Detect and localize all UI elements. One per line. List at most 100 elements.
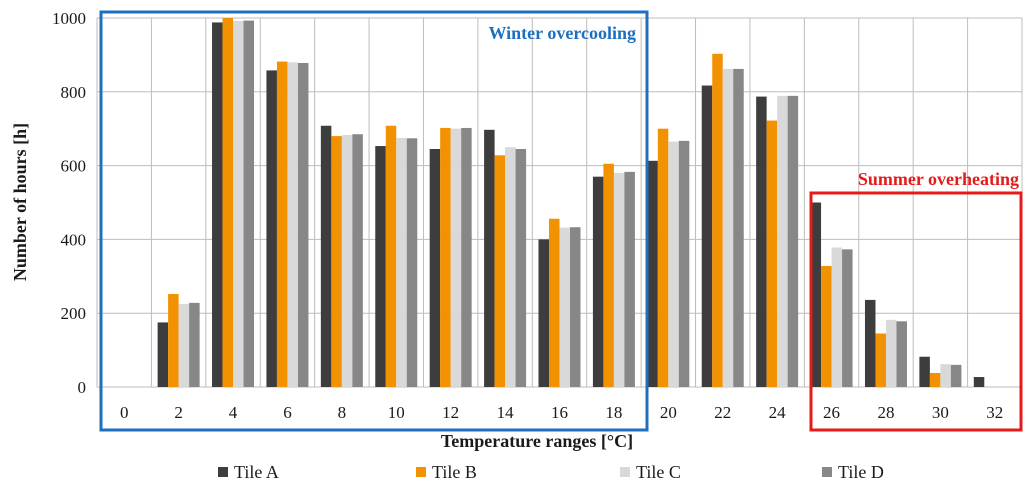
bar [756,96,767,388]
x-tick-label: 14 [497,403,515,422]
bar [842,249,853,387]
annotations: Winter overcooling Summer overheating [99,10,1023,432]
bar [178,303,190,387]
bar [712,53,723,387]
bar [875,333,886,387]
x-tick-label: 0 [120,403,129,422]
bar [821,265,832,387]
bar [831,247,843,387]
bar [222,18,234,387]
bars [157,18,985,388]
x-tick-label: 12 [442,403,459,422]
x-tick-label: 16 [551,403,568,422]
bar [864,299,876,387]
bar [570,227,581,387]
legend-label: Tile A [234,462,279,482]
annotation-box [809,191,1023,432]
bar [603,163,614,387]
bar [896,321,907,387]
bar [266,70,277,387]
x-tick-label: 28 [877,403,894,422]
bar [538,239,549,387]
y-tick-label: 800 [61,83,87,102]
x-tick-label: 24 [769,403,787,422]
bar [940,364,951,387]
x-tick-label: 6 [283,403,292,422]
bar [701,85,713,387]
annotation-box [99,10,649,432]
bar [484,129,495,387]
y-tick-label: 200 [61,304,87,323]
bar [505,147,516,387]
x-tick-label: 30 [932,403,949,422]
bar [973,377,985,387]
bar [461,127,472,387]
bar [919,356,930,387]
bar [668,141,679,387]
bar [287,62,298,387]
legend-swatch [218,467,228,477]
bar [657,128,669,387]
legend-label: Tile B [432,462,477,482]
bar [549,218,560,387]
bar [406,138,418,387]
bar [276,61,288,388]
bar [233,20,244,388]
legend: Tile A Tile B Tile C Tile D [218,462,884,482]
bar [733,68,744,387]
bar [320,125,332,388]
x-tick-label: 22 [714,403,731,422]
y-tick-label: 1000 [52,9,86,28]
x-tick-label: 32 [986,403,1003,422]
bar [950,364,962,387]
bar [929,372,941,387]
bar [885,319,897,387]
legend-swatch [620,467,630,477]
bar [613,172,625,387]
bar [212,22,223,387]
y-tick-label: 0 [78,378,87,397]
bar [375,146,386,387]
bar [777,95,788,387]
x-tick-label: 26 [823,403,840,422]
annotation-label: Winter overcooling [489,23,637,43]
x-axis-title: Temperature ranges [°C] [441,431,633,451]
y-axis-title: Number of hours [h] [10,123,30,281]
bar [722,68,734,387]
y-tick-label: 600 [61,157,87,176]
x-tick-label: 4 [229,403,238,422]
bar [515,148,527,387]
legend-swatch [822,467,832,477]
legend-label: Tile C [636,462,681,482]
bar [243,20,255,387]
bar [647,160,658,387]
x-tick-label: 20 [660,403,677,422]
bar [331,136,342,387]
bar [189,302,200,387]
bar [450,128,462,387]
bar [385,125,397,388]
legend-label: Tile D [838,462,884,482]
x-tick-label: 18 [605,403,622,422]
bar [297,63,309,387]
bar [352,134,363,387]
bar [559,227,570,387]
bar [766,120,778,387]
bar [429,148,441,387]
bar [396,137,407,387]
x-tick-label: 2 [174,403,183,422]
bar [787,95,799,387]
bar [592,176,604,387]
bar [341,134,353,387]
bar [810,202,822,387]
x-tick-label: 8 [338,403,347,422]
bar [494,155,506,387]
bar [440,127,451,387]
bar [678,140,690,387]
y-tick-label: 400 [61,230,87,249]
bar [168,294,179,387]
x-tick-label: 10 [388,403,405,422]
